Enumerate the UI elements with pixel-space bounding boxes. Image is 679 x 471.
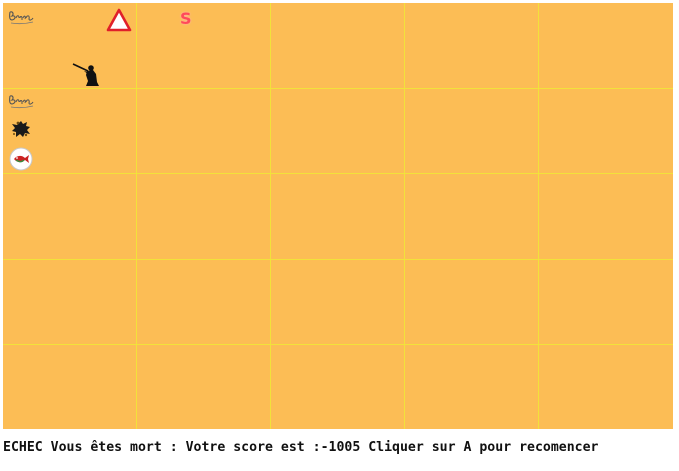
grid-line [3,88,673,89]
grid-line [270,3,271,429]
grid-line [3,259,673,260]
brume-icon [9,11,34,25]
warning-triangle-icon[interactable] [106,8,132,32]
grid-line [538,3,539,429]
game-status-message: ECHEC Vous êtes mort : Votre score est :… [3,440,599,455]
letter-s-icon[interactable]: S [180,9,192,28]
grid-line [3,173,673,174]
fish-plate-icon [9,147,33,171]
brume-icon [9,95,34,109]
hunter-icon[interactable] [72,60,102,87]
grid-line [404,3,405,429]
grid-line [3,344,673,345]
dead-player-icon [12,121,30,137]
grid-line [136,3,137,429]
game-board[interactable]: S [3,3,673,429]
